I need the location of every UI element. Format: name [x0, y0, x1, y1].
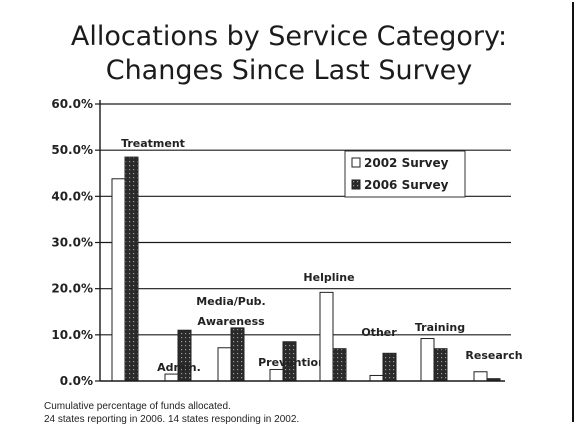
- category-label: Other: [361, 326, 397, 339]
- y-tick-label: 60.0%: [51, 97, 93, 111]
- category-label: Treatment: [121, 137, 185, 150]
- y-tick-label: 40.0%: [51, 189, 93, 203]
- legend-swatch-2006: [351, 179, 361, 190]
- category-label: Admin.: [157, 361, 201, 374]
- bar-2002-survey: [473, 371, 488, 382]
- y-tick-label: 10.0%: [51, 328, 93, 342]
- category-label: Research: [465, 349, 522, 362]
- legend-swatch-2002: [351, 157, 361, 168]
- chart-title: Allocations by Service Category: Changes…: [0, 20, 578, 88]
- category-label: Media/Pub.: [196, 295, 265, 308]
- bar-2006-survey: [332, 348, 347, 382]
- footnote-line2: 24 states reporting in 2006. 14 states r…: [44, 414, 300, 425]
- bar-2006-survey: [382, 352, 397, 382]
- bar-2002-survey: [217, 347, 232, 382]
- bar-2002-survey: [269, 368, 284, 382]
- bar-2002-survey: [319, 291, 334, 382]
- legend-label-2002: 2002 Survey: [364, 156, 449, 170]
- footnote-line1: Cumulative percentage of funds allocated…: [44, 401, 231, 412]
- bar-2002-survey: [420, 338, 435, 382]
- y-tick-label: 30.0%: [51, 236, 93, 250]
- bar-2002-survey: [111, 178, 126, 382]
- category-label: Prevention: [258, 356, 326, 369]
- bar-2002-survey: [369, 374, 384, 382]
- chart-title-line1: Allocations by Service Category:: [70, 21, 508, 52]
- legend-box: [344, 150, 466, 198]
- bar-2006-survey: [124, 156, 139, 382]
- legend-label-2006: 2006 Survey: [364, 178, 449, 192]
- bar-2006-survey: [230, 327, 245, 382]
- category-label: Training: [415, 321, 465, 334]
- chart-title-line2: Changes Since Last Survey: [105, 55, 473, 86]
- bar-2006-survey: [433, 348, 448, 382]
- y-tick-label: 20.0%: [51, 282, 93, 296]
- y-tick-label: 50.0%: [51, 143, 93, 157]
- category-label: Helpline: [303, 271, 354, 284]
- bar-2002-survey: [164, 373, 179, 382]
- chart-frame: [2, 2, 574, 422]
- category-label: Awareness: [197, 315, 265, 328]
- y-tick-label: 0.0%: [60, 374, 93, 388]
